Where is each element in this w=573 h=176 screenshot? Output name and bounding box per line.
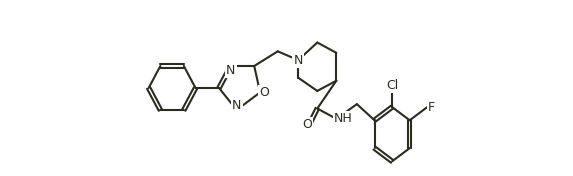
Text: N: N (293, 54, 303, 67)
Text: F: F (428, 100, 435, 114)
Text: N: N (226, 64, 236, 77)
Text: Cl: Cl (386, 78, 398, 92)
Text: O: O (302, 118, 312, 131)
Text: N: N (232, 99, 241, 112)
Text: NH: NH (334, 112, 353, 125)
Text: O: O (260, 86, 269, 99)
